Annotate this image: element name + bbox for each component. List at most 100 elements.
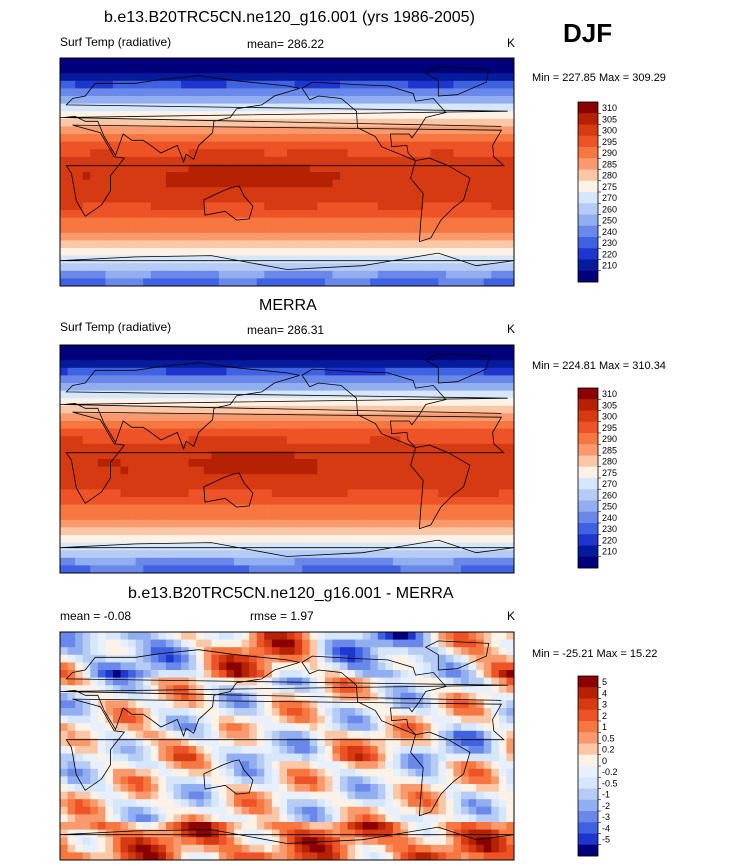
map-cell	[112, 156, 122, 165]
map-cell	[445, 746, 454, 755]
map-cell	[279, 187, 288, 196]
map-cell	[309, 187, 318, 196]
map-cell	[377, 527, 386, 536]
map-cell	[234, 179, 243, 188]
map-cell	[241, 202, 250, 211]
map-cell	[128, 489, 137, 498]
map-cell	[271, 149, 280, 158]
map-cell	[415, 225, 424, 234]
map-cell	[67, 345, 76, 354]
map-cell	[309, 367, 318, 376]
map-cell	[445, 662, 454, 671]
map-cell	[158, 489, 167, 498]
map-cell	[188, 103, 197, 112]
map-cell	[158, 685, 167, 694]
map-cell	[120, 685, 129, 694]
map-cell	[112, 466, 122, 475]
map-cell	[218, 459, 227, 468]
map-cell	[120, 375, 129, 384]
map-cell	[317, 225, 326, 234]
map-cell	[249, 111, 258, 120]
map-cell	[392, 103, 401, 112]
map-cell	[158, 194, 167, 203]
map-cell	[483, 527, 492, 536]
map-cell	[317, 677, 326, 686]
map-cell	[453, 753, 462, 762]
map-cell	[264, 550, 273, 559]
map-cell	[188, 96, 197, 105]
map-cell	[249, 255, 258, 264]
map-cell	[324, 753, 333, 762]
map-cell	[506, 278, 515, 287]
map-cell	[196, 466, 205, 475]
map-cell	[476, 708, 485, 717]
map-cell	[203, 550, 212, 559]
map-cell	[287, 768, 296, 777]
map-cell	[370, 746, 379, 755]
map-cell	[483, 179, 492, 188]
map-cell	[135, 677, 144, 686]
map-cell	[445, 550, 454, 559]
map-cell	[203, 278, 212, 287]
map-cell	[60, 202, 69, 211]
map-cell	[128, 367, 137, 376]
map-cell	[279, 345, 288, 354]
map-cell	[218, 497, 227, 506]
map-cell	[158, 225, 167, 234]
map-cell	[347, 172, 356, 181]
map-cell	[271, 217, 280, 226]
map-cell	[75, 96, 84, 105]
map-cell	[264, 375, 273, 384]
map-cell	[105, 700, 114, 709]
map-cell	[430, 270, 439, 279]
map-cell	[468, 451, 477, 460]
map-cell	[385, 65, 394, 74]
map-cell	[211, 202, 220, 211]
map-cell	[97, 542, 106, 551]
map-cell	[370, 632, 379, 641]
map-cell	[203, 367, 212, 376]
map-cell	[120, 103, 129, 112]
map-cell	[128, 519, 137, 528]
map-cell	[143, 565, 152, 574]
map-cell	[438, 776, 447, 785]
map-cell	[120, 390, 129, 399]
map-cell	[196, 512, 205, 521]
map-cell	[135, 436, 144, 445]
map-cell	[430, 647, 439, 656]
map-cell	[377, 700, 386, 709]
map-cell	[294, 111, 303, 120]
map-cell	[226, 723, 235, 732]
map-cell	[203, 390, 212, 399]
panel1-mean: mean= 286.22	[247, 37, 325, 51]
map-cell	[165, 217, 174, 226]
map-cell	[165, 118, 174, 127]
map-cell	[165, 565, 174, 574]
map-cell	[128, 459, 137, 468]
map-cell	[377, 88, 386, 97]
map-cell	[218, 352, 227, 361]
map-cell	[392, 512, 401, 521]
map-cell	[423, 550, 432, 559]
map-cell	[468, 428, 477, 437]
map-cell	[377, 413, 386, 422]
map-cell	[271, 519, 280, 528]
map-cell	[211, 278, 220, 287]
map-cell	[392, 784, 401, 793]
map-cell	[400, 103, 409, 112]
map-cell	[332, 80, 341, 89]
map-cell	[234, 263, 243, 272]
map-cell	[355, 58, 364, 67]
map-cell	[445, 118, 454, 127]
map-cell	[256, 367, 265, 376]
map-cell	[423, 428, 432, 437]
map-cell	[256, 670, 265, 679]
map-cell	[120, 88, 129, 97]
map-cell	[362, 692, 371, 701]
map-cell	[445, 647, 454, 656]
map-cell	[112, 519, 122, 528]
map-cell	[347, 156, 356, 165]
map-cell	[256, 352, 265, 361]
map-cell	[461, 738, 470, 747]
map-cell	[324, 647, 333, 656]
